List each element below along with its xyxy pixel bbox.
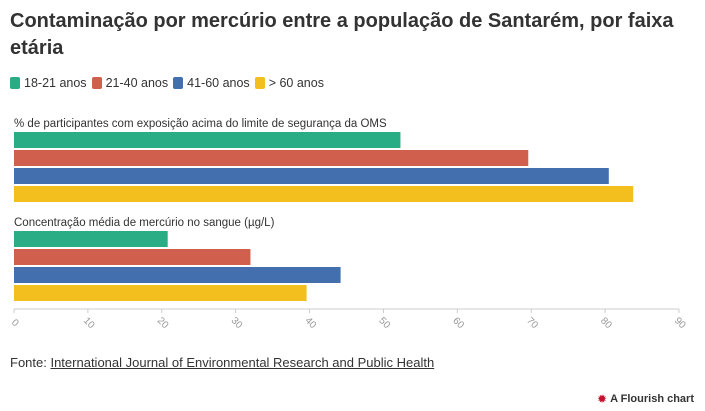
legend-swatch (173, 77, 184, 89)
x-tick-label: 0 (9, 317, 21, 329)
x-tick-label: 30 (229, 315, 245, 331)
bar[interactable] (14, 132, 401, 148)
group-label: Concentração média de mercúrio no sangue… (14, 217, 275, 229)
x-tick-label: 10 (81, 315, 97, 331)
legend-swatch (91, 77, 102, 89)
bar[interactable] (14, 186, 634, 202)
bar[interactable] (14, 150, 529, 166)
legend-swatch (254, 77, 265, 89)
legend-item-60-plus[interactable]: > 60 anos (254, 76, 324, 90)
x-tick-label: 90 (672, 315, 688, 331)
x-tick-label: 20 (155, 315, 171, 331)
legend-item-21-40[interactable]: 21-40 anos (91, 76, 169, 90)
credit-text: A Flourish chart (610, 393, 694, 405)
group-label: % de participantes com exposição acima d… (14, 118, 387, 130)
source-prefix: Fonte: (10, 355, 51, 370)
legend-label: 21-40 anos (105, 76, 169, 90)
x-tick-label: 70 (524, 315, 540, 331)
source-note: Fonte: International Journal of Environm… (10, 355, 434, 370)
bar[interactable] (14, 249, 251, 265)
chart-title: Contaminação por mercúrio entre a popula… (10, 10, 674, 59)
legend-swatch (10, 77, 20, 89)
legend-item-18-21[interactable]: 18-21 anos (10, 76, 87, 90)
bar[interactable] (14, 285, 307, 301)
bar[interactable] (14, 231, 168, 247)
legend-label: > 60 anos (268, 76, 324, 90)
x-tick-label: 80 (598, 315, 614, 331)
legend: 18-21 anos 21-40 anos 41-60 anos > 60 an… (10, 76, 329, 90)
legend-item-41-60[interactable]: 41-60 anos (173, 76, 250, 90)
x-tick-label: 60 (450, 315, 466, 331)
source-link[interactable]: International Journal of Environmental R… (50, 355, 435, 370)
bar-chart: % de participantes com exposição acima d… (9, 118, 688, 331)
legend-label: 18-21 anos (24, 76, 87, 90)
flourish-credit[interactable]: ✹ A Flourish chart (597, 392, 694, 406)
x-tick-label: 50 (376, 315, 392, 331)
legend-label: 41-60 anos (187, 76, 250, 90)
bar[interactable] (14, 168, 609, 184)
bar[interactable] (14, 267, 341, 283)
x-tick-label: 40 (303, 315, 319, 331)
flourish-logo-icon: ✹ (597, 392, 608, 406)
